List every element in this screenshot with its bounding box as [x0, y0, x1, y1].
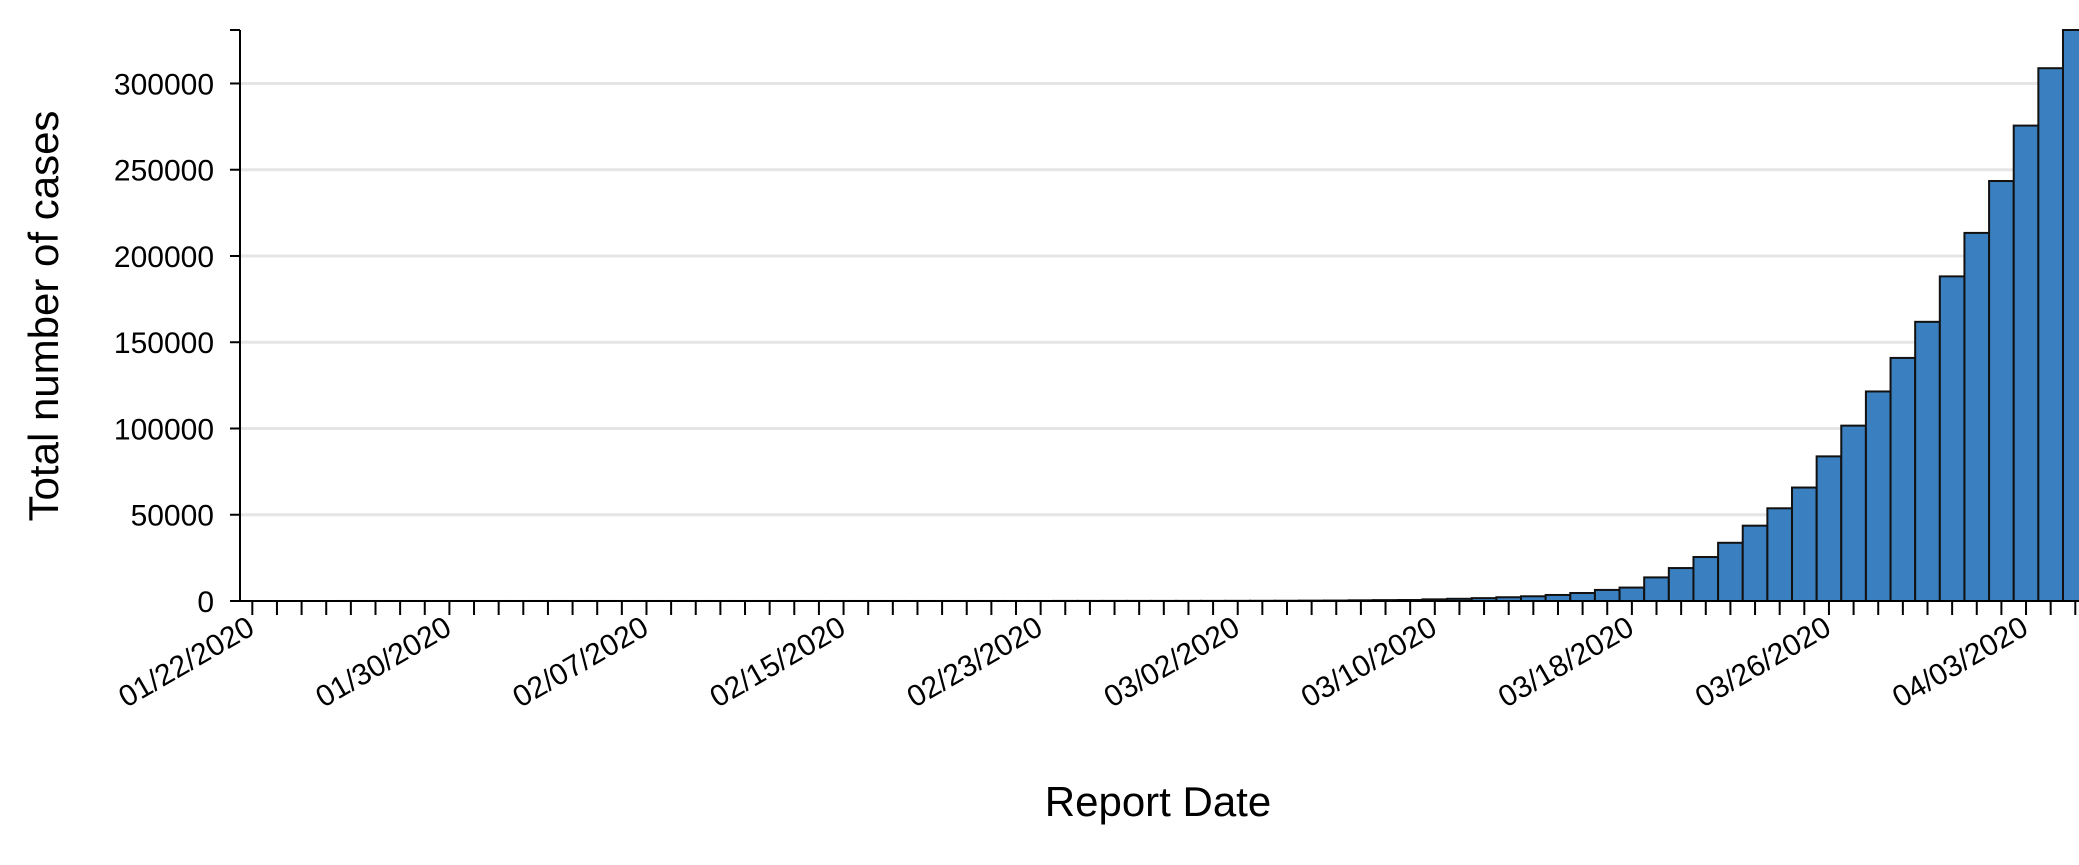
bar-03-16-2020 — [1569, 592, 1596, 603]
bar-03-26-2020 — [1815, 455, 1843, 602]
bar-03-22-2020 — [1717, 541, 1744, 602]
y-tick-label: 200000 — [114, 241, 214, 274]
bar-03-23-2020 — [1741, 524, 1769, 603]
y-tick-label: 250000 — [114, 155, 214, 188]
bar-04-04-2020 — [2037, 67, 2064, 602]
y-tick-label: 50000 — [131, 500, 214, 533]
y-tick-label: 300000 — [114, 68, 214, 101]
y-axis-title: Total number of cases — [20, 111, 67, 522]
x-tick-label: 03/26/2020 — [1690, 610, 1837, 714]
bar-03-25-2020 — [1791, 486, 1818, 602]
bar-04-03-2020 — [2012, 124, 2040, 603]
x-tick-label: 02/15/2020 — [705, 610, 852, 714]
bar-03-28-2020 — [1864, 390, 1892, 603]
x-tick-label: 03/10/2020 — [1296, 610, 1443, 714]
bar-03-20-2020 — [1667, 567, 1695, 602]
x-tick-label: 02/23/2020 — [902, 610, 1049, 714]
x-tick-label: 03/02/2020 — [1099, 610, 1246, 714]
y-tick-label: 150000 — [114, 327, 214, 360]
y-tick-label: 100000 — [114, 413, 214, 446]
bar-03-17-2020 — [1593, 588, 1621, 602]
x-tick-label: 01/30/2020 — [310, 610, 457, 714]
x-axis-title: Report Date — [1045, 778, 1271, 825]
bar-03-31-2020 — [1938, 275, 1966, 602]
bar-03-19-2020 — [1643, 576, 1670, 602]
bar-04-02-2020 — [1988, 180, 2015, 603]
bar-04-05-2020 — [2061, 29, 2079, 602]
x-tick-label: 01/22/2020 — [113, 610, 260, 714]
y-tick-label: 0 — [197, 586, 214, 619]
x-tick-label: 02/07/2020 — [507, 610, 654, 714]
bar-03-27-2020 — [1840, 424, 1867, 602]
bar-04-01-2020 — [1963, 231, 1991, 603]
bar-03-24-2020 — [1766, 507, 1794, 602]
bar-03-30-2020 — [1914, 320, 1941, 602]
bar-03-21-2020 — [1692, 556, 1720, 602]
x-tick-label: 04/03/2020 — [1887, 610, 2034, 714]
x-axis: 01/22/2020 01/30/2020 02/07/2020 02/15/2020… — [113, 600, 2079, 714]
grid-lines — [240, 81, 2079, 517]
x-tick-label: 03/18/2020 — [1493, 610, 1640, 714]
y-axis: 0 50000 100000 150000 200000 250000 300000 — [114, 29, 241, 619]
bar-03-18-2020 — [1618, 586, 1646, 602]
bar-03-29-2020 — [1889, 356, 1917, 602]
